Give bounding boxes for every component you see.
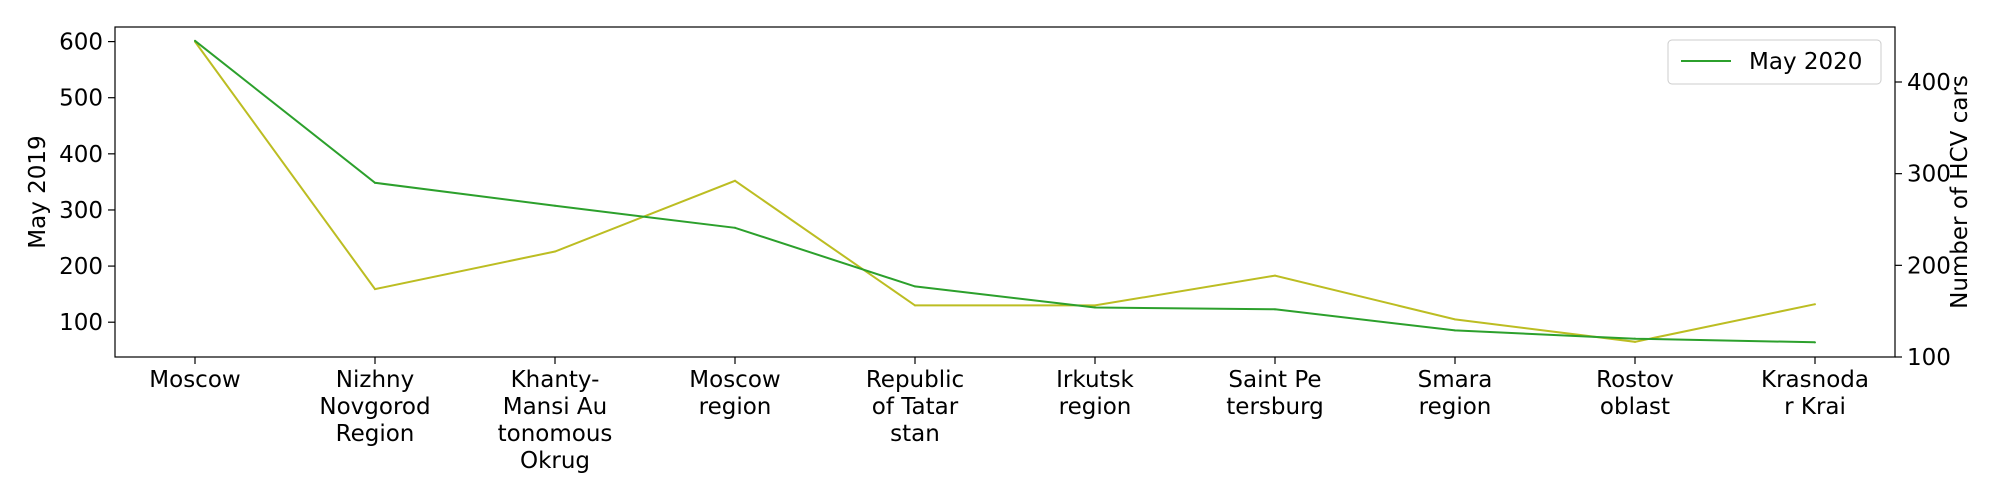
data-point-1-5 xyxy=(1094,306,1096,309)
legend: May 2020 xyxy=(1667,39,1882,85)
data-point-1-0 xyxy=(194,39,196,42)
x-tick-label: Khanty-Mansi Au tonomous Okrug xyxy=(498,367,613,474)
right-tick-label: 200 xyxy=(1907,253,1951,279)
data-point-0-8 xyxy=(1634,340,1636,343)
data-point-1-9 xyxy=(1814,341,1816,344)
series-line-0 xyxy=(194,41,1816,343)
left-tick-label: 600 xyxy=(59,30,103,56)
data-point-1-7 xyxy=(1454,329,1456,332)
data-point-0-1 xyxy=(374,288,376,291)
right-tick-label: 100 xyxy=(1907,345,1951,371)
legend-label: May 2020 xyxy=(1749,49,1862,75)
data-point-0-7 xyxy=(1454,318,1456,321)
left-tick-label: 300 xyxy=(59,198,103,224)
left-tick-label: 100 xyxy=(59,310,103,336)
data-point-1-8 xyxy=(1634,337,1636,340)
left-tick-label: 500 xyxy=(59,86,103,112)
data-point-0-6 xyxy=(1274,274,1276,277)
left-tick-label: 200 xyxy=(59,254,103,280)
data-point-0-3 xyxy=(734,179,736,182)
x-tick-label: Rostov oblast xyxy=(1596,367,1674,420)
x-tick-label: Saint Pe tersburg xyxy=(1226,367,1323,420)
x-tick-label: Nizhny Novgorod Region xyxy=(319,367,430,447)
data-point-1-6 xyxy=(1274,308,1276,311)
data-point-1-1 xyxy=(374,181,376,184)
data-point-0-4 xyxy=(914,304,916,307)
right-tick-label: 300 xyxy=(1907,162,1951,188)
data-point-0-5 xyxy=(1094,304,1096,307)
right-tick-label: 400 xyxy=(1907,70,1951,96)
data-point-1-3 xyxy=(734,226,736,229)
left-tick-label: 400 xyxy=(59,142,103,168)
right-axis-title: Number of HCV cars xyxy=(1947,75,1973,309)
data-point-0-2 xyxy=(554,250,556,253)
x-tick-label: Irkutsk region xyxy=(1056,367,1134,420)
data-point-0-9 xyxy=(1814,303,1816,306)
x-tick-label: Moscow xyxy=(149,367,240,393)
data-point-1-2 xyxy=(554,204,556,207)
x-tick-label: Smara region xyxy=(1418,367,1493,420)
x-tick-label: Republic of Tatar stan xyxy=(866,367,964,447)
x-tick-label: Krasnoda r Krai xyxy=(1761,367,1869,420)
x-tick-label: Moscow region xyxy=(689,367,780,420)
series-line-1 xyxy=(194,40,1816,344)
plot-area-frame xyxy=(114,26,1896,358)
legend-box xyxy=(1667,39,1882,85)
left-axis-title: May 2019 xyxy=(25,135,51,248)
data-point-1-4 xyxy=(914,285,916,288)
